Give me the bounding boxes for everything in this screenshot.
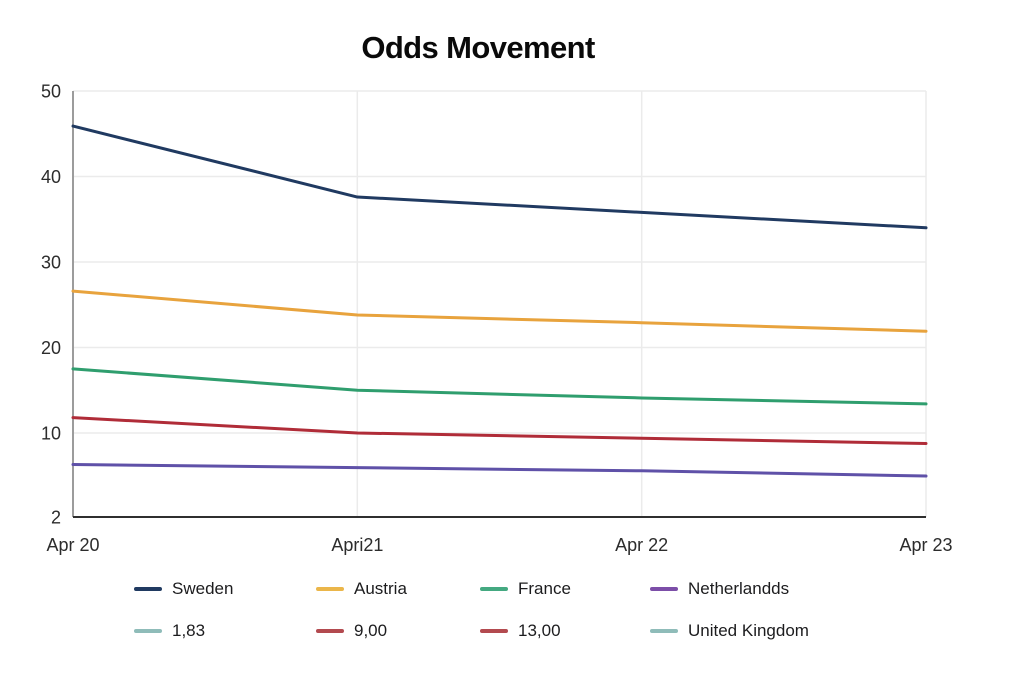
legend-item-1-83[interactable]: 1,83 [134, 620, 205, 642]
y-tick-label-20: 20 [41, 338, 61, 358]
x-tick-label-apr-22: Apr 22 [615, 535, 668, 555]
legend-item-france[interactable]: France [480, 578, 571, 600]
y-tick-label-50: 50 [41, 81, 61, 101]
legend-item-9-00[interactable]: 9,00 [316, 620, 387, 642]
x-tick-label-apri21: Apri21 [331, 535, 383, 555]
legend-item-sweden[interactable]: Sweden [134, 578, 233, 600]
legend-label-austria: Austria [354, 579, 407, 598]
legend-swatch-1-83 [134, 629, 162, 633]
legend-label-netherlandds: Netherlandds [688, 579, 790, 598]
legend-label-united-kingdom: United Kingdom [688, 621, 809, 640]
legend-item-united-kingdom[interactable]: United Kingdom [650, 620, 809, 642]
series-line-9-00 [71, 416, 928, 445]
legend-swatch-austria [316, 587, 344, 591]
y-tick-label-30: 30 [41, 252, 61, 272]
x-tick-label-apr-20: Apr 20 [46, 535, 99, 555]
legend-item-13-00[interactable]: 13,00 [480, 620, 561, 642]
chart-title: Odds Movement [361, 30, 595, 65]
legend-swatch-france [480, 587, 508, 591]
legend-swatch-netherlandds [650, 587, 678, 591]
legend-label-13-00: 13,00 [518, 621, 561, 640]
y-tick-label-40: 40 [41, 167, 61, 187]
legend-swatch-13-00 [480, 629, 508, 633]
legend-label-france: France [518, 579, 571, 598]
series-line-france [71, 367, 928, 406]
series-line-austria [71, 289, 928, 333]
y-tick-label-2: 2 [51, 507, 61, 527]
legend-label-sweden: Sweden [172, 579, 234, 598]
legend-item-netherlandds[interactable]: Netherlandds [650, 578, 789, 600]
legend-item-austria[interactable]: Austria [316, 578, 407, 600]
series-line-sweden [71, 124, 928, 230]
y-tick-label-10: 10 [41, 423, 61, 443]
legend-label-1-83: 1,83 [172, 621, 206, 640]
legend-label-9-00: 9,00 [354, 621, 388, 640]
legend-swatch-united-kingdom [650, 629, 678, 633]
x-tick-label-apr-23: Apr 23 [899, 535, 952, 555]
series-line-netherlandds [71, 463, 928, 478]
legend-swatch-9-00 [316, 629, 344, 633]
legend-swatch-sweden [134, 587, 162, 591]
